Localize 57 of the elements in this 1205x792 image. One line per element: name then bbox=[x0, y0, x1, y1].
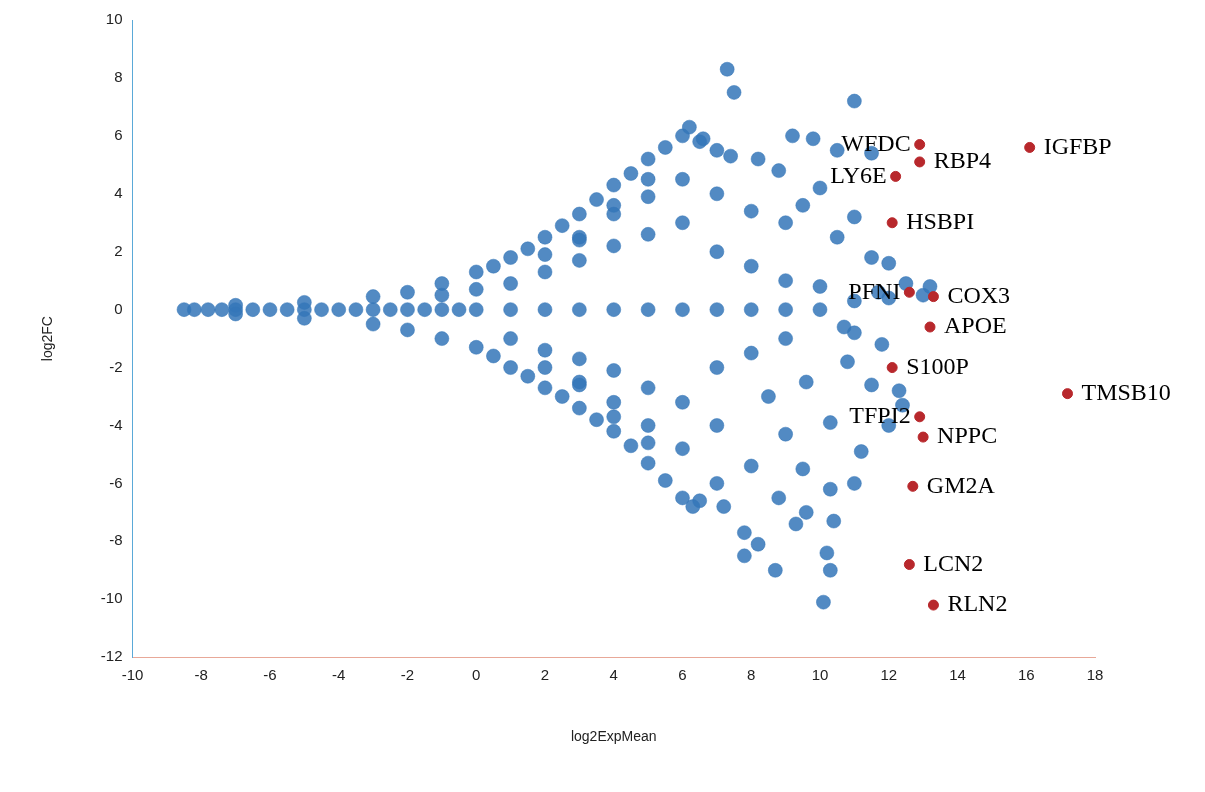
x-tick-label: 18 bbox=[1086, 666, 1104, 684]
y-tick-label: -2 bbox=[109, 357, 123, 375]
point bbox=[924, 321, 936, 333]
x-axis-title: log2ExpMean bbox=[570, 728, 657, 745]
x-tick-label: 16 bbox=[1017, 666, 1035, 684]
x-tick-label: 2 bbox=[540, 666, 550, 684]
x-tick-label: 14 bbox=[949, 666, 966, 684]
y-tick-label: 0 bbox=[114, 299, 123, 317]
point bbox=[890, 170, 902, 182]
x-tick-label: 6 bbox=[678, 666, 687, 684]
annotation: HSBPI bbox=[906, 208, 975, 235]
x-tick-label: -4 bbox=[332, 666, 346, 684]
x-tick-label: 12 bbox=[880, 666, 898, 684]
x-tick-label: -8 bbox=[194, 666, 208, 684]
x-tick-label: -2 bbox=[400, 666, 415, 684]
annotation: RLN2 bbox=[947, 590, 1008, 617]
annotation: RBP4 bbox=[933, 147, 992, 174]
y-tick-label: -6 bbox=[109, 473, 123, 491]
y-tick-label: 10 bbox=[105, 10, 123, 28]
point bbox=[927, 291, 939, 303]
point bbox=[886, 362, 898, 374]
point bbox=[886, 217, 898, 229]
y-tick-label: 6 bbox=[114, 126, 123, 143]
point bbox=[914, 411, 926, 423]
annotation: WFDC bbox=[841, 129, 911, 156]
annotation: APOE bbox=[944, 312, 1007, 339]
point bbox=[1062, 388, 1073, 400]
point bbox=[903, 559, 915, 571]
x-tick-label: 10 bbox=[811, 666, 829, 684]
y-tick-label: -4 bbox=[109, 415, 123, 433]
y-tick-label: -12 bbox=[100, 647, 123, 665]
y-tick-label: -8 bbox=[109, 531, 123, 549]
annotation: LCN2 bbox=[923, 549, 984, 576]
y-axis-title: log2FC bbox=[39, 316, 56, 362]
annotation: S100P bbox=[906, 352, 969, 379]
annotation: TFPI2 bbox=[849, 402, 911, 429]
point bbox=[914, 139, 926, 151]
point bbox=[927, 599, 939, 611]
x-tick-label: 8 bbox=[747, 666, 756, 684]
point bbox=[1024, 141, 1036, 153]
point bbox=[914, 156, 926, 168]
x-tick-label: -6 bbox=[263, 666, 277, 684]
y-tick-label: 8 bbox=[114, 68, 123, 86]
annotation: COX3 bbox=[947, 281, 1011, 308]
point bbox=[917, 431, 929, 443]
y-tick-label: 2 bbox=[114, 241, 123, 259]
annotation: LY6E bbox=[830, 161, 887, 188]
x-tick-label: 4 bbox=[609, 666, 618, 684]
point bbox=[903, 286, 915, 298]
point bbox=[907, 480, 919, 492]
y-tick-label: -10 bbox=[100, 589, 123, 607]
x-tick-label: 0 bbox=[472, 666, 481, 684]
annotation: NPPC bbox=[937, 422, 998, 449]
annotation: GM2A bbox=[926, 471, 996, 498]
annotation: IGFBP bbox=[1043, 132, 1112, 159]
y-tick-label: 4 bbox=[114, 183, 123, 201]
annotation: TMSB10 bbox=[1081, 378, 1171, 405]
